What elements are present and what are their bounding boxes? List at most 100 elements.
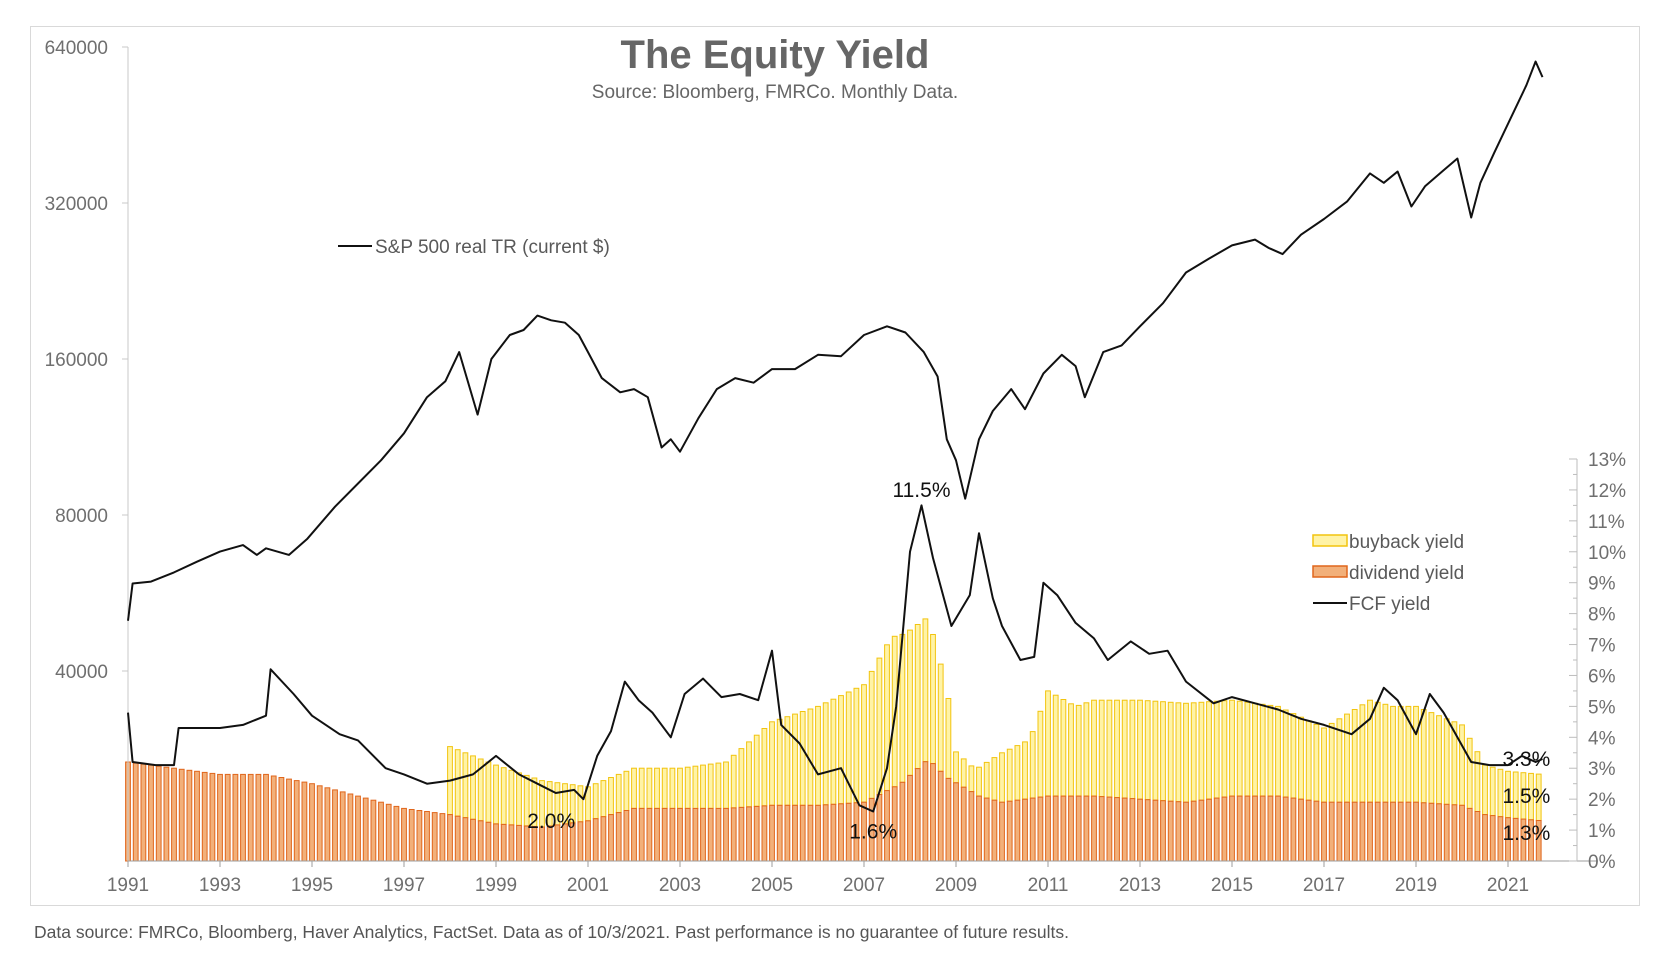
buyback-bar <box>1075 704 1082 797</box>
buyback-bar <box>930 634 936 765</box>
dividend-bar <box>1259 795 1266 862</box>
dividend-bar <box>799 804 806 862</box>
dividend-bar <box>301 781 308 862</box>
dividend-bar <box>1482 814 1488 862</box>
buyback-bar <box>1152 700 1159 801</box>
dividend-bar <box>278 777 285 862</box>
legend-label-sp500: S&P 500 real TR (current $) <box>375 237 610 258</box>
legend-label-dividend-yield: dividend yield <box>1349 563 1464 584</box>
buyback-bar <box>1221 700 1228 798</box>
buyback-bar <box>1114 699 1120 799</box>
buyback-bar <box>1474 751 1481 813</box>
x-tick-label: 2003 <box>659 875 701 896</box>
dividend-bar <box>1420 802 1427 862</box>
buyback-bar <box>516 772 522 827</box>
dividend-bar <box>784 804 791 862</box>
dividend-bar <box>623 810 630 862</box>
buyback-bar <box>677 767 683 809</box>
dividend-bar <box>822 804 829 862</box>
buyback-bar <box>700 764 706 809</box>
x-tick-label: 2011 <box>1028 875 1069 896</box>
buyback-bar <box>1321 727 1327 803</box>
dividend-bar <box>1022 798 1028 862</box>
buyback-bar <box>838 695 844 805</box>
buyback-bar <box>999 752 1005 803</box>
dividend-bar <box>1275 795 1281 862</box>
buyback-bar <box>600 780 607 818</box>
buyback-bar <box>1052 694 1059 797</box>
dividend-bar <box>753 805 760 862</box>
buyback-bar <box>1183 702 1189 803</box>
x-tick-label: 1991 <box>107 875 149 896</box>
dividend-bar <box>1321 801 1327 862</box>
dividend-bar <box>1167 800 1174 862</box>
buyback-bar <box>1382 703 1389 803</box>
buyback-bar <box>799 711 806 806</box>
buyback-bar <box>1037 710 1044 798</box>
x-tick-label: 1997 <box>383 875 425 896</box>
dividend-bar <box>516 824 522 862</box>
dividend-bar <box>761 805 768 862</box>
dividend-bar <box>309 783 315 862</box>
right-tick-label: 0% <box>1588 852 1616 873</box>
buyback-bar <box>1137 699 1143 800</box>
dividend-bar <box>1183 801 1189 862</box>
dividend-bar <box>224 773 231 862</box>
buyback-bar <box>1328 722 1335 803</box>
buyback-bar <box>1298 716 1304 800</box>
buyback-bar <box>1006 748 1013 802</box>
dividend-bar <box>991 799 998 862</box>
buyback-bar <box>876 657 883 795</box>
annotations-group: 11.5% 2.0% 1.6% 3.3% 1.5% 1.3% <box>527 479 1550 845</box>
buyback-bar <box>1022 741 1028 800</box>
dividend-bar <box>454 815 461 862</box>
right-tick-label: 12% <box>1588 481 1626 502</box>
dividend-bar <box>378 801 384 862</box>
dividend-bar <box>424 811 430 862</box>
buyback-bar <box>953 751 959 784</box>
annotation-label: 1.3% <box>1502 822 1550 845</box>
buyback-bar <box>1236 700 1243 797</box>
legend-group: S&P 500 real TR (current $) buyback yield… <box>338 237 1464 615</box>
dividend-bar <box>1436 803 1442 862</box>
dividend-bar <box>1083 795 1090 862</box>
dividend-bar <box>700 807 706 862</box>
dividend-bar <box>677 807 683 862</box>
dividend-bar <box>608 814 614 862</box>
buyback-bar <box>1305 720 1312 801</box>
buyback-bar <box>1259 703 1266 797</box>
buyback-bar <box>646 767 653 809</box>
right-tick-label: 9% <box>1588 574 1616 595</box>
dividend-bar <box>1160 800 1166 862</box>
dividend-bar <box>477 820 484 862</box>
buyback-bar <box>470 755 476 820</box>
dividend-bar <box>654 807 660 862</box>
buyback-bar <box>1121 699 1128 799</box>
dividend-bar <box>631 807 637 862</box>
buyback-bar <box>1190 702 1197 802</box>
chart-title: The Equity Yield <box>621 33 930 77</box>
dividend-bar <box>247 773 254 862</box>
buyback-bar <box>1206 701 1212 800</box>
dividend-bar <box>1390 801 1396 862</box>
dividend-bar <box>232 773 239 862</box>
dividend-bar <box>408 809 415 862</box>
dividend-bar <box>339 791 346 862</box>
dividend-bar <box>983 797 990 862</box>
dividend-bar <box>178 768 185 862</box>
buyback-bar <box>1351 709 1358 803</box>
buyback-bar <box>500 767 507 825</box>
dividend-bar <box>493 823 499 862</box>
dividend-bar <box>807 804 814 862</box>
dividend-bar <box>393 805 400 862</box>
dividend-bar <box>1006 800 1013 862</box>
buyback-bar <box>608 777 614 816</box>
dividend-bar <box>1367 801 1373 862</box>
dividend-bar <box>899 781 906 862</box>
x-tick-label: 2019 <box>1395 875 1437 896</box>
dividend-bar <box>209 772 216 862</box>
buyback-bar <box>715 762 722 809</box>
dividend-bar <box>723 807 729 862</box>
buyback-bar <box>1489 766 1496 817</box>
buyback-bar <box>485 761 492 823</box>
